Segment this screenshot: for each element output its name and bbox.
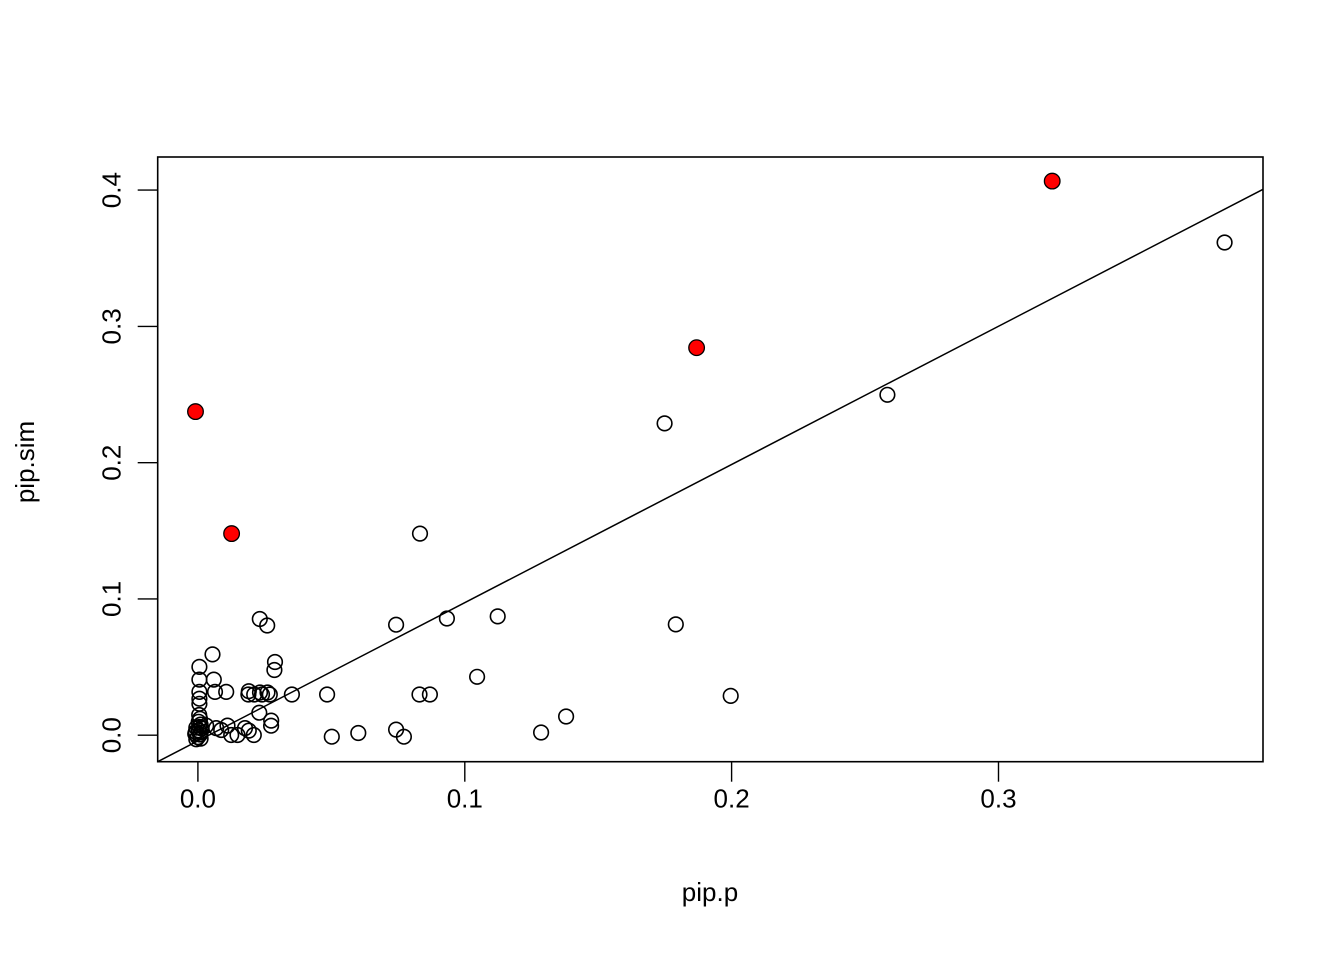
svg-text:0.2: 0.2 [714,784,750,814]
svg-text:pip.sim: pip.sim [10,421,40,503]
svg-text:0.0: 0.0 [180,784,216,814]
svg-text:0.1: 0.1 [447,784,483,814]
svg-text:0.3: 0.3 [980,784,1016,814]
svg-text:0.1: 0.1 [97,581,127,617]
svg-text:pip.p: pip.p [682,877,738,907]
svg-text:0.2: 0.2 [97,445,127,481]
svg-text:0.0: 0.0 [97,717,127,753]
svg-text:0.4: 0.4 [97,172,127,208]
svg-text:0.3: 0.3 [97,308,127,344]
